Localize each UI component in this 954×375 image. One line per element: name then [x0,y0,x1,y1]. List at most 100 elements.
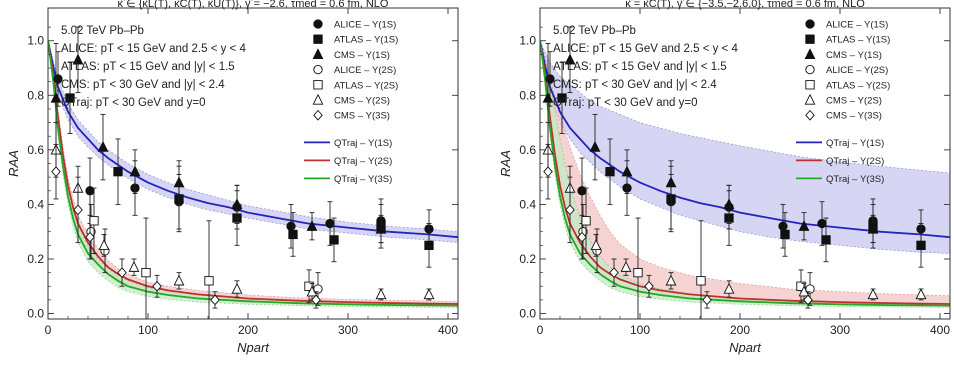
info-text-line: ATLAS: pT < 15 GeV and |y| < 1.5 [61,61,235,73]
x-tick-label: 0 [45,323,52,337]
x-tick-label: 300 [830,323,850,337]
legend-label: CMS – Υ(3S) [826,111,882,122]
data-point [173,274,185,286]
y-axis-label: RAA [498,150,513,177]
y-tick-label: 0.2 [27,252,44,266]
data-point [805,284,815,294]
legend-marker [805,80,815,90]
theory-band-1 [540,40,950,254]
data-point [581,216,591,226]
info-text-line: 5.02 TeV Pb–Pb [61,25,144,37]
legend-label: CMS – Υ(1S) [826,50,882,61]
data-point [304,281,314,291]
data-point [798,220,810,231]
info-text-line: QTraj: pT < 30 GeV and y=0 [61,97,205,109]
legend-marker [313,109,323,121]
data-series-4 [86,203,323,306]
data-point [117,267,127,278]
data-point [817,218,827,229]
legend-marker [313,34,323,44]
data-point [557,93,567,103]
data-point [915,288,927,300]
data-series-7 [543,143,813,309]
data-point [723,198,735,210]
legend-label: CMS – Υ(1S) [334,50,390,61]
data-point [152,280,162,292]
data-point [97,140,109,152]
data-point [329,235,339,245]
data-point [231,282,243,294]
x-tick-label: 0 [537,323,544,337]
y-tick-label: 0.4 [27,197,44,211]
data-point [306,220,318,231]
y-tick-label: 0.6 [519,143,536,157]
data-point [916,240,926,250]
legend-label: ALICE – Υ(1S) [334,20,396,31]
y-tick-label: 1.0 [519,34,536,48]
data-point [85,231,95,243]
info-text-line: ATLAS: pT < 15 GeV and |y| < 1.5 [553,61,727,73]
data-point [129,165,141,177]
theory-line-1 [540,40,950,239]
data-point [73,204,83,216]
data-point [696,276,706,286]
theory-band-3 [48,40,458,308]
legend-marker [312,93,324,105]
data-point [590,239,602,250]
legend-marker [313,80,323,90]
legend-label: QTraj – Υ(3S) [334,174,392,185]
data-point [565,204,575,216]
data-point [204,276,214,286]
legend-label: ALICE – Υ(1S) [826,20,888,31]
data-point [325,218,335,229]
data-point [375,288,387,300]
data-point [288,229,298,240]
info-text-line: ALICE: pT < 15 GeV and 2.5 < y < 4 [553,43,738,55]
plot-area [48,26,458,319]
chart-title: κ̂ = κ̂C(T), γ̂ ∈ {−3.5,−2.6,0}, τmed = … [625,0,865,10]
legend-marker [805,109,815,121]
data-point [702,294,712,306]
data-series-5 [581,187,806,319]
data-point [72,53,84,65]
data-series-3 [542,26,879,244]
x-tick-label: 200 [730,323,750,337]
data-point [609,267,619,278]
theory-band-3 [540,40,950,308]
info-text-line: CMS: pT < 30 GeV and |y| < 2.4 [553,79,717,91]
data-point [665,274,677,286]
data-point [796,281,806,291]
data-point [867,288,879,300]
theory-line-3 [48,40,458,307]
data-point [542,91,554,103]
data-point [723,282,735,294]
data-point [644,280,654,292]
data-point [141,267,151,278]
legend-label: QTraj – Υ(3S) [826,174,884,185]
data-point [424,240,434,250]
data-point [621,165,633,177]
data-point [780,229,790,240]
x-tick-label: 400 [930,323,950,337]
data-point [50,91,62,103]
legend-marker [804,48,816,60]
data-point [543,166,553,178]
y-tick-label: 1.0 [27,34,44,48]
data-point [803,294,813,306]
x-tick-label: 300 [338,323,358,337]
x-axis-label: Npart [237,340,270,355]
data-point [286,221,296,231]
data-point [65,93,75,103]
info-text-line: QTraj: pT < 30 GeV and y=0 [553,97,697,109]
plot-area [540,26,950,319]
info-text-line: CMS: pT < 30 GeV and |y| < 2.4 [61,79,225,91]
legend-label: CMS – Υ(2S) [826,96,882,107]
legend-marker [805,34,815,44]
data-point [306,285,318,297]
x-tick-label: 200 [238,323,258,337]
legend-label: QTraj – Υ(1S) [826,138,884,149]
theory-line-3 [540,40,950,307]
data-point [311,294,321,306]
data-series-7 [51,143,321,309]
